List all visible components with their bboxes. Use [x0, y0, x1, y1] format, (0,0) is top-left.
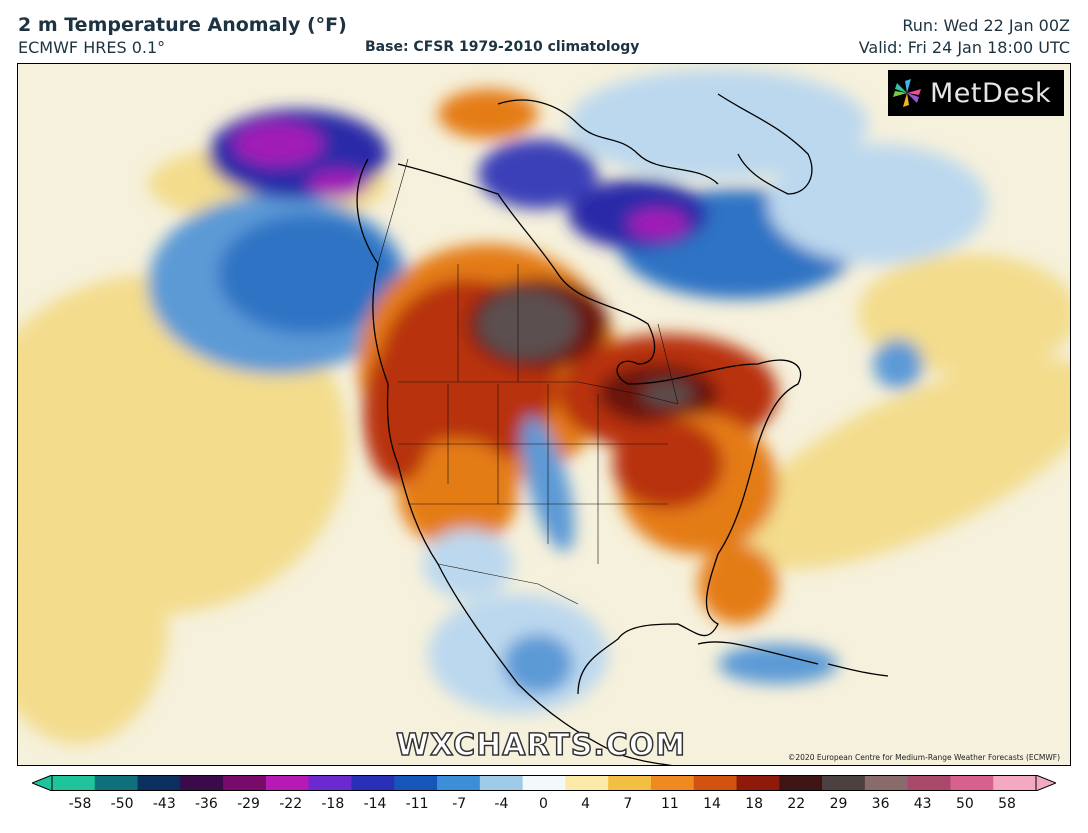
color-scale-segment — [950, 775, 994, 791]
color-scale-segment — [52, 775, 96, 791]
run-time-label: Run: Wed 22 Jan 00Z — [902, 16, 1070, 35]
color-scale-tick-label: -7 — [452, 796, 467, 812]
color-scale-bar — [32, 775, 1056, 791]
color-scale-segment — [394, 775, 438, 791]
color-scale-segment — [993, 775, 1037, 791]
color-scale-segment — [479, 775, 524, 791]
color-scale-segment — [180, 775, 224, 791]
color-scale-segment — [265, 775, 310, 791]
color-scale-tick-label: 14 — [703, 796, 721, 812]
chart-header: 2 m Temperature Anomaly (°F) ECMWF HRES … — [0, 0, 1088, 62]
color-scale-tick-label: -4 — [494, 796, 509, 812]
color-scale-tick-label: 36 — [871, 796, 890, 812]
color-scale-segment — [308, 775, 353, 791]
metdesk-logo: MetDesk — [888, 70, 1064, 116]
color-scale-left-tip — [32, 775, 53, 791]
ecmwf-credit: ©2020 European Centre for Medium-Range W… — [787, 753, 1060, 762]
color-scale-segment — [608, 775, 652, 791]
color-scale-segment — [779, 775, 823, 791]
color-scale-segments — [52, 775, 1037, 791]
anomaly-field — [18, 69, 1070, 744]
map-canvas — [18, 64, 1070, 765]
valid-time-label: Valid: Fri 24 Jan 18:00 UTC — [858, 38, 1070, 57]
color-scale-segment — [736, 775, 780, 791]
anomaly-map: MetDesk WXCHARTS.COM ©2020 European Cent… — [17, 63, 1071, 766]
color-scale-tick-label: 18 — [745, 796, 764, 812]
color-scale-tick-label: -29 — [237, 796, 260, 812]
color-scale-tick-label: -50 — [110, 796, 134, 812]
color-scale-segment — [822, 775, 866, 791]
wxcharts-watermark: WXCHARTS.COM — [395, 727, 687, 764]
color-scale-tick-label: -58 — [68, 796, 92, 812]
color-scale-tick-label: 43 — [913, 796, 932, 812]
color-scale-tick-label: -18 — [321, 796, 345, 812]
color-scale-ticks: -58 -50 -43 -36 -29 -22 -18 -14 -11 -7 -4 0 4 7 11 14 18… — [0, 796, 1088, 818]
color-scale-tick-label: -43 — [152, 796, 176, 812]
color-scale-segment — [137, 775, 181, 791]
coastlines — [356, 93, 889, 765]
model-label: ECMWF HRES 0.1° — [18, 38, 166, 57]
chart-title: 2 m Temperature Anomaly (°F) — [18, 14, 347, 36]
color-scale-tick-label: 50 — [955, 796, 974, 812]
color-scale-tick-label: -11 — [405, 796, 429, 812]
color-scale-frame — [51, 775, 1037, 791]
political-borders — [377, 158, 679, 605]
color-scale-segment — [223, 775, 267, 791]
color-scale-tick-label: 0 — [539, 796, 548, 812]
color-scale-tick-label: 22 — [787, 796, 806, 812]
color-scale-tick-label: 4 — [581, 796, 591, 812]
color-scale-tick-label: 11 — [660, 796, 679, 812]
color-scale-tick-label: 58 — [998, 796, 1016, 812]
metdesk-pinwheel-icon — [893, 79, 921, 107]
color-scale-segment — [650, 775, 695, 791]
color-scale-tick-label: -14 — [363, 796, 387, 812]
color-scale-tick-label: -36 — [194, 796, 218, 812]
color-scale-segment — [94, 775, 139, 791]
color-scale-segment — [907, 775, 952, 791]
color-scale-tick-label: 29 — [829, 796, 848, 812]
color-scale-tick-label: -22 — [279, 796, 303, 812]
color-scale-segment — [565, 775, 609, 791]
color-scale-tick-label: 7 — [623, 796, 633, 812]
color-scale-segment — [864, 775, 909, 791]
color-scale-segment — [351, 775, 395, 791]
color-scale-segment — [522, 775, 566, 791]
color-scale-segment — [693, 775, 738, 791]
metdesk-logo-text: MetDesk — [930, 77, 1052, 109]
base-climatology-label: Base: CFSR 1979-2010 climatology — [365, 39, 640, 55]
color-scale-right-tip — [1035, 775, 1056, 791]
color-scale-segment — [437, 775, 481, 791]
